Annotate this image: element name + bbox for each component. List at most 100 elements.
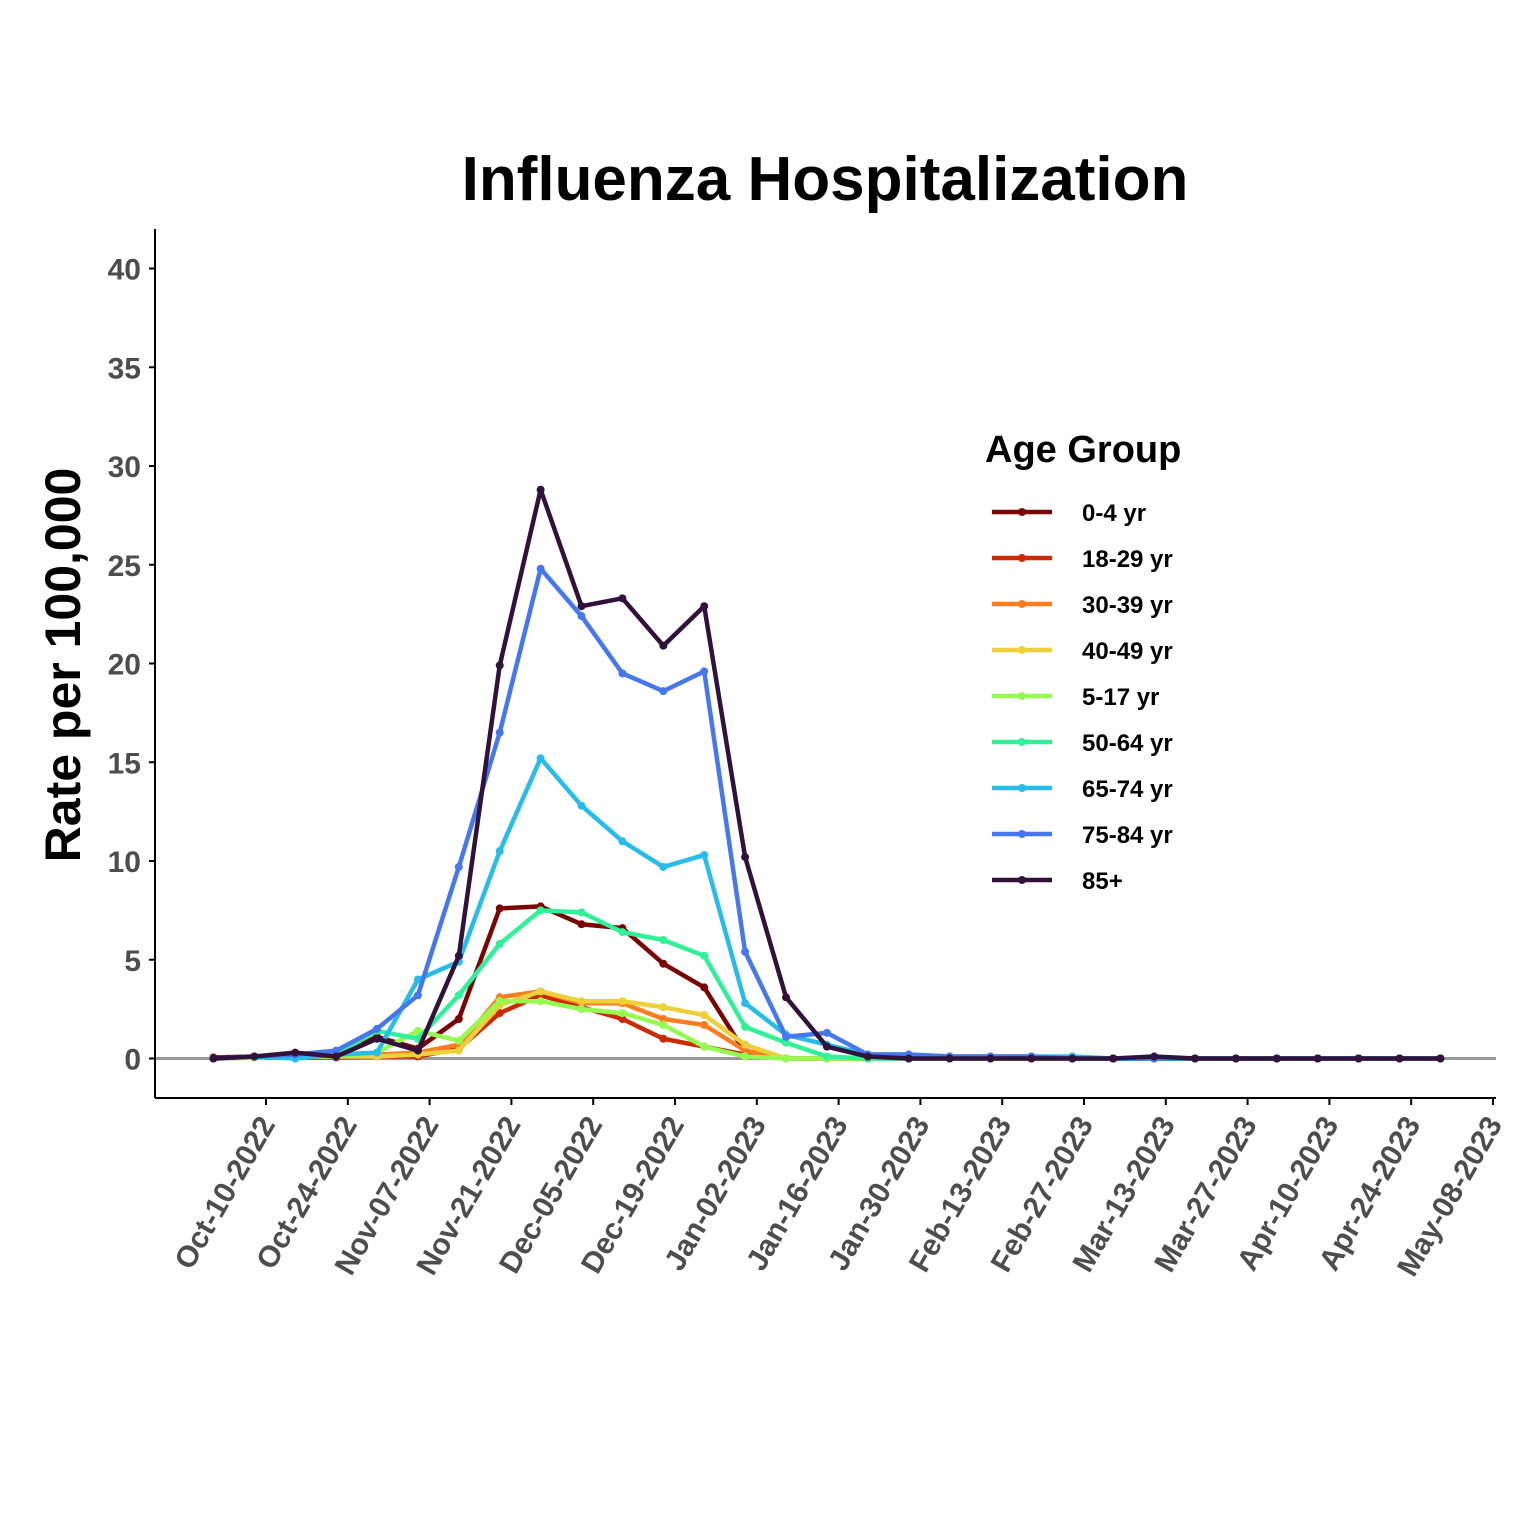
data-point <box>618 1009 627 1018</box>
data-point <box>659 1003 668 1012</box>
data-point <box>413 1046 422 1055</box>
y-tick-label: 30 <box>108 451 141 484</box>
y-tick-label: 20 <box>108 649 141 682</box>
legend-swatch-point <box>1018 876 1026 884</box>
y-tick-label: 40 <box>108 254 141 287</box>
y-tick-label: 10 <box>108 846 141 879</box>
data-point <box>577 602 586 611</box>
legend-item: 65-74 yr <box>992 776 1173 803</box>
legend-title: Age Group <box>985 429 1181 471</box>
legend-item: 18-29 yr <box>992 546 1173 573</box>
data-point <box>741 1040 750 1049</box>
data-point <box>413 991 422 1000</box>
data-point <box>1231 1054 1240 1063</box>
data-point <box>250 1052 259 1061</box>
data-point <box>741 1022 750 1031</box>
data-point <box>741 947 750 956</box>
data-point <box>822 1052 831 1061</box>
data-point <box>332 1046 341 1055</box>
legend-items: 0-4 yr 18-29 yr 30-39 yr 40-49 yr 5-17 yr 50-… <box>992 500 1173 895</box>
legend-label: 65-74 yr <box>1082 776 1173 803</box>
y-axis-label: Rate per 100,000 <box>35 468 91 863</box>
data-point <box>1313 1054 1322 1063</box>
y-axis-ticks: 0 5 10 15 20 25 30 35 40 <box>108 254 155 1077</box>
data-point <box>1436 1054 1445 1063</box>
legend-label: 75-84 yr <box>1082 822 1173 849</box>
data-point <box>1272 1054 1281 1063</box>
plot-area <box>155 485 1496 1063</box>
data-point <box>986 1054 995 1063</box>
legend-swatch-point <box>1018 646 1026 654</box>
data-point <box>700 602 709 611</box>
y-tick-label: 0 <box>124 1044 141 1077</box>
data-point <box>618 837 627 846</box>
legend-label: 85+ <box>1082 868 1123 895</box>
legend-swatch-point <box>1018 600 1026 608</box>
data-point <box>413 975 422 984</box>
series-85 <box>209 485 1445 1063</box>
data-point <box>332 1052 341 1061</box>
data-point <box>1068 1054 1077 1063</box>
data-point <box>659 959 668 968</box>
data-point <box>618 997 627 1006</box>
data-point <box>741 1046 750 1055</box>
data-point <box>741 999 750 1008</box>
data-point <box>741 853 750 862</box>
data-point <box>700 951 709 960</box>
legend-label: 0-4 yr <box>1082 500 1146 527</box>
data-point <box>454 1046 463 1055</box>
data-point <box>659 1020 668 1029</box>
data-point <box>413 1026 422 1035</box>
legend-label: 30-39 yr <box>1082 592 1173 619</box>
legend-label: 40-49 yr <box>1082 638 1173 665</box>
data-point <box>495 661 504 670</box>
legend-label: 5-17 yr <box>1082 684 1159 711</box>
data-point <box>536 485 545 494</box>
legend-label: 18-29 yr <box>1082 546 1173 573</box>
data-point <box>209 1054 218 1063</box>
data-point <box>1150 1052 1159 1061</box>
data-point <box>577 920 586 929</box>
data-point <box>659 862 668 871</box>
legend-item: 85+ <box>992 868 1123 895</box>
data-point <box>945 1054 954 1063</box>
legend-swatch-point <box>1018 508 1026 516</box>
data-point <box>822 1042 831 1051</box>
legend-label: 50-64 yr <box>1082 730 1173 757</box>
legend-swatch-point <box>1018 554 1026 562</box>
data-point <box>454 862 463 871</box>
data-point <box>618 594 627 603</box>
data-point <box>1395 1054 1404 1063</box>
y-tick-label: 15 <box>108 747 141 780</box>
data-point <box>618 928 627 937</box>
data-point <box>536 906 545 915</box>
data-point <box>700 851 709 860</box>
data-point <box>495 904 504 913</box>
data-point <box>659 1015 668 1023</box>
legend-item: 75-84 yr <box>992 822 1173 849</box>
data-point <box>618 1015 627 1023</box>
series-lines <box>209 485 1445 1063</box>
data-point <box>659 936 668 944</box>
data-point <box>577 1005 586 1014</box>
data-point <box>373 1034 382 1043</box>
data-point <box>495 1009 504 1018</box>
data-point <box>863 1052 872 1061</box>
legend-item: 30-39 yr <box>992 592 1173 619</box>
data-point <box>495 847 504 856</box>
data-point <box>495 939 504 948</box>
data-point <box>659 1034 668 1043</box>
legend-item: 50-64 yr <box>992 730 1173 757</box>
data-point <box>454 951 463 960</box>
data-point <box>904 1054 913 1063</box>
data-point <box>700 667 709 676</box>
legend-item: 0-4 yr <box>992 500 1146 527</box>
data-point <box>577 997 586 1006</box>
legend-swatch-point <box>1018 830 1026 838</box>
legend: Age Group 0-4 yr 18-29 yr 30-39 yr 40-49 yr… <box>985 429 1181 895</box>
data-point <box>536 987 545 996</box>
legend-swatch-point <box>1018 784 1026 792</box>
legend-item: 5-17 yr <box>992 684 1159 711</box>
